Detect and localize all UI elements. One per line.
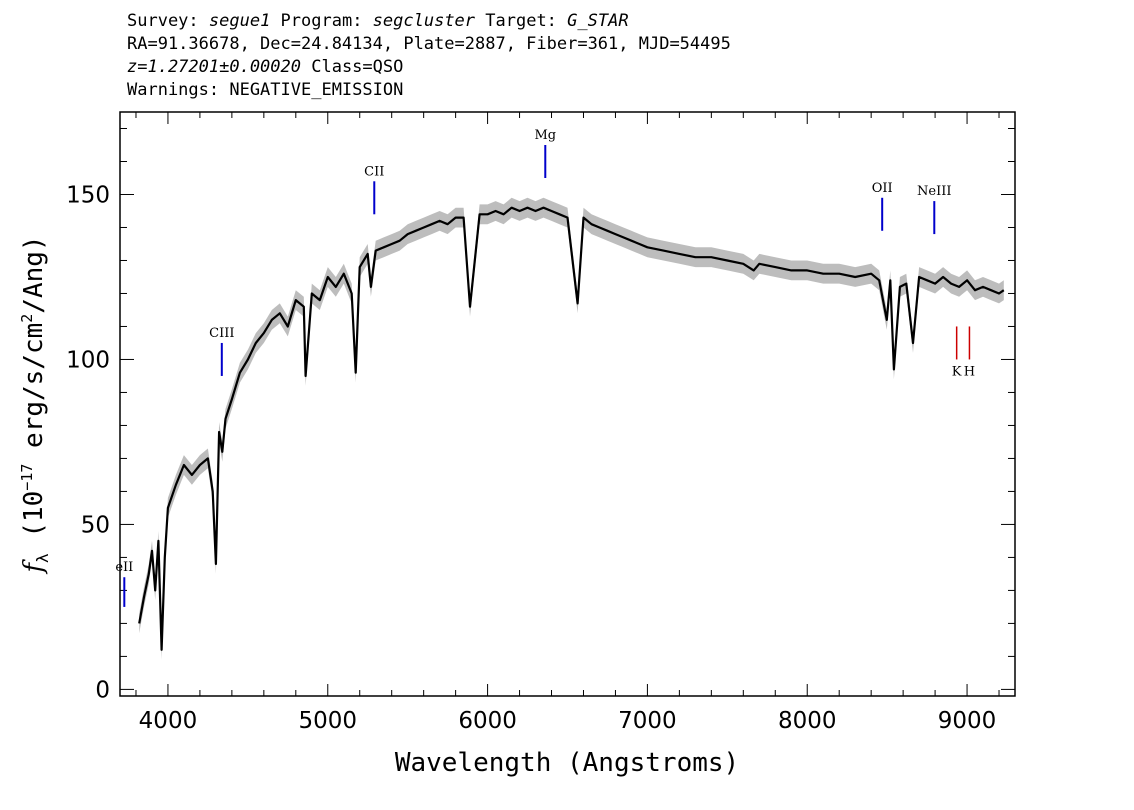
spectral-line-label: OII: [872, 181, 893, 196]
program-value: segcluster: [372, 11, 476, 31]
x-tick-label: 7000: [618, 708, 677, 734]
spectral-line-label: K: [952, 364, 962, 379]
header-line-redshift: z=1.27201±0.00020 Class=QSO: [127, 56, 731, 79]
redshift-value: z=1.27201±0.00020: [127, 57, 301, 77]
y-tick-label: 0: [95, 677, 110, 703]
spectrum-header: Survey: segue1 Program: segcluster Targe…: [127, 10, 731, 102]
header-line-warnings: Warnings: NEGATIVE_EMISSION: [127, 80, 404, 100]
spectral-line-label: Mg: [534, 128, 556, 143]
y-tick-label: 50: [81, 512, 110, 538]
x-tick-label: 5000: [298, 708, 357, 734]
x-tick-label: 9000: [938, 708, 997, 734]
x-axis-title: Wavelength (Angstroms): [395, 748, 739, 778]
flux-error-band: [139, 197, 1004, 660]
plot-frame: [119, 111, 1016, 697]
spectral-line-label: H: [964, 364, 975, 379]
x-tick-label: 8000: [778, 708, 837, 734]
flux-series-line: [138, 206, 1005, 651]
x-tick-label: 4000: [139, 708, 198, 734]
survey-value: segue1: [208, 11, 271, 31]
y-tick-label: 150: [66, 182, 110, 208]
spectral-line-label: CII: [364, 164, 384, 179]
spectral-line-label: NeIII: [917, 184, 951, 199]
x-tick-label: 6000: [458, 708, 517, 734]
class-value: Class=QSO: [301, 57, 404, 77]
survey-label: Survey:: [127, 11, 209, 31]
target-label: Target:: [475, 11, 568, 31]
spectral-line-label: CIII: [209, 326, 234, 341]
spectral-line-label: eII: [115, 560, 133, 575]
header-line-survey: Survey: segue1 Program: segcluster Targe…: [127, 10, 731, 33]
y-axis-title: fλ (10−17 erg/s/cm2/Ang): [18, 235, 52, 574]
target-value: G_STAR: [567, 11, 629, 31]
header-line-coordinates: RA=91.36678, Dec=24.84134, Plate=2887, F…: [127, 34, 731, 54]
y-tick-label: 100: [66, 347, 110, 373]
program-label: Program:: [270, 11, 373, 31]
